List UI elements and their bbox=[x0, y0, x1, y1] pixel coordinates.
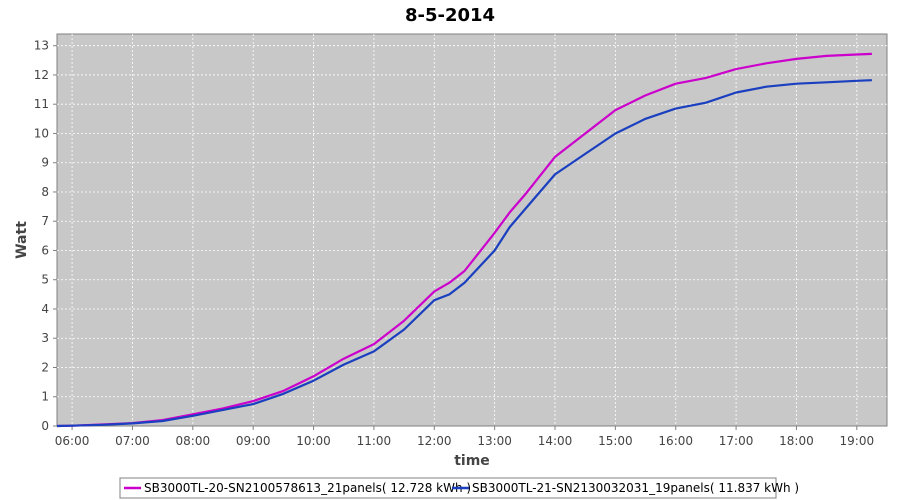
legend: SB3000TL-20-SN2100578613_21panels( 12.72… bbox=[119, 477, 799, 499]
x-tick-label: 18:00 bbox=[779, 434, 814, 448]
x-tick-label: 15:00 bbox=[598, 434, 633, 448]
x-axis-ticks: 06:00 07:00 08:00 09:00 10:00 11:00 12:00 13:00… bbox=[55, 426, 874, 448]
x-tick-label: 19:00 bbox=[840, 434, 875, 448]
y-tick-label: 1 bbox=[41, 390, 49, 404]
x-tick-label: 11:00 bbox=[357, 434, 392, 448]
y-tick-label: 2 bbox=[41, 360, 49, 374]
x-axis-label: time bbox=[454, 453, 490, 469]
legend-box bbox=[119, 477, 777, 499]
plot-area bbox=[56, 33, 888, 427]
y-tick-label: 12 bbox=[34, 68, 49, 82]
y-tick-label: 0 bbox=[41, 419, 49, 433]
y-tick-label: 11 bbox=[34, 97, 49, 111]
y-tick-label: 5 bbox=[41, 273, 49, 287]
x-tick-label: 13:00 bbox=[477, 434, 512, 448]
series-line-2 bbox=[56, 79, 872, 428]
x-tick-label: 16:00 bbox=[658, 434, 693, 448]
legend-label-1: SB3000TL-20-SN2100578613_21panels( 12.72… bbox=[144, 481, 471, 495]
y-tick-label: 8 bbox=[41, 185, 49, 199]
grid-lines bbox=[57, 34, 887, 426]
x-tick-label: 10:00 bbox=[296, 434, 331, 448]
y-axis-label: Watt bbox=[14, 221, 30, 259]
legend-label-2: SB3000TL-21-SN2130032031_19panels( 11.83… bbox=[472, 481, 799, 495]
x-tick-label: 09:00 bbox=[236, 434, 271, 448]
y-tick-label: 7 bbox=[41, 214, 49, 228]
series-lines bbox=[56, 52, 872, 428]
chart-title: 8-5-2014 bbox=[405, 5, 495, 26]
x-tick-label: 12:00 bbox=[417, 434, 452, 448]
y-tick-label: 13 bbox=[34, 39, 49, 53]
series-line-1 bbox=[56, 52, 872, 428]
x-tick-label: 07:00 bbox=[115, 434, 150, 448]
x-tick-label: 14:00 bbox=[538, 434, 573, 448]
y-tick-label: 4 bbox=[41, 302, 49, 316]
y-tick-label: 10 bbox=[34, 126, 49, 140]
x-tick-label: 06:00 bbox=[55, 434, 90, 448]
y-tick-label: 9 bbox=[41, 156, 49, 170]
x-tick-label: 08:00 bbox=[176, 434, 211, 448]
y-tick-label: 3 bbox=[41, 331, 49, 345]
x-tick-label: 17:00 bbox=[719, 434, 754, 448]
y-tick-label: 6 bbox=[41, 243, 49, 257]
